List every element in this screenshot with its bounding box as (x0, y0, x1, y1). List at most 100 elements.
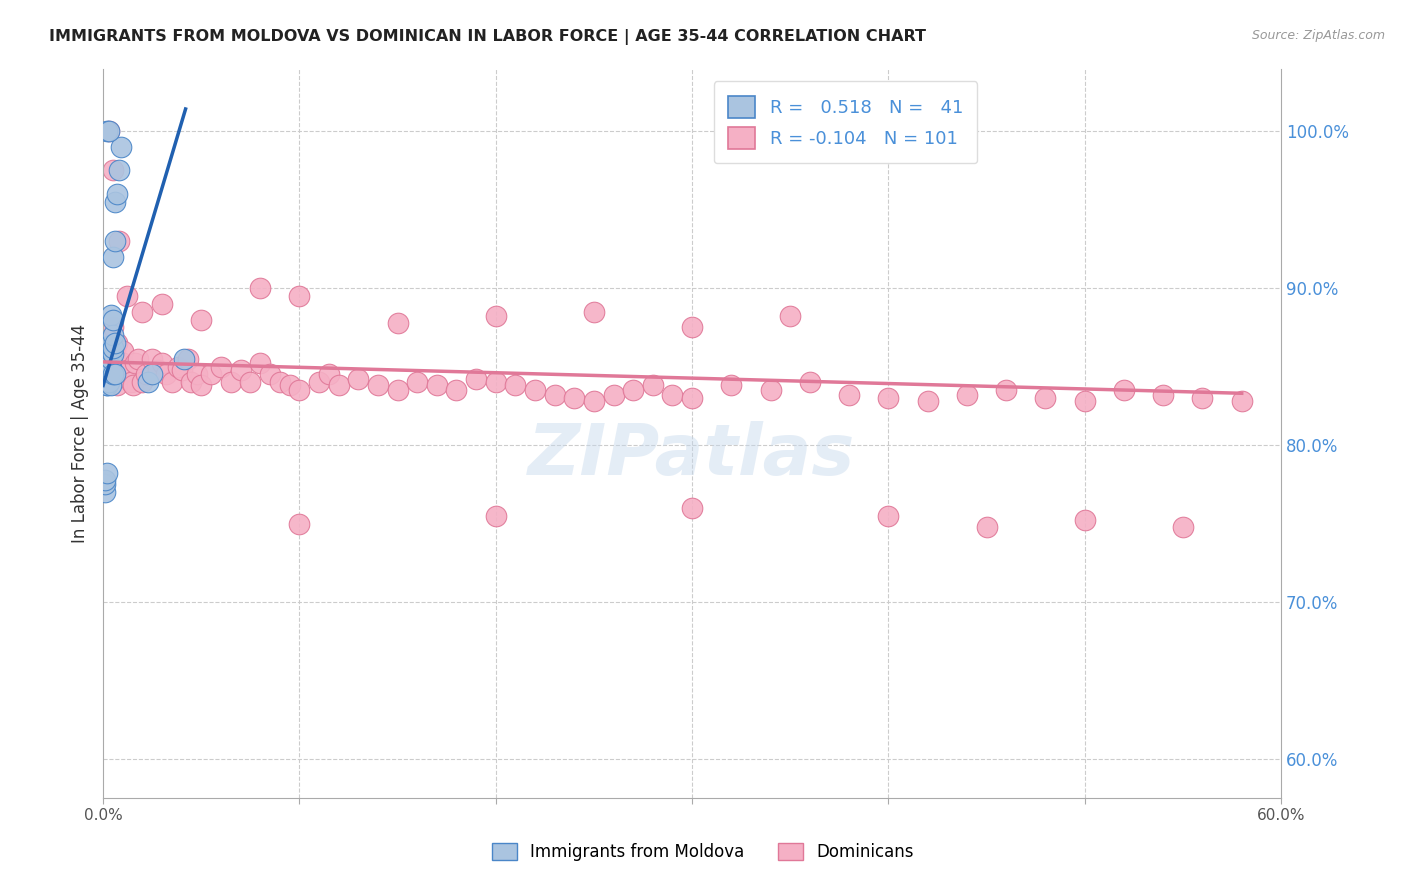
Point (1073, 394, 1095, 409)
Point (124, 356, 146, 370)
Point (1152, 388, 1174, 402)
Point (100, 359, 122, 374)
Point (105, 336, 128, 351)
Point (104, 234, 127, 248)
Point (115, 363, 138, 377)
Point (98, 363, 121, 377)
Point (917, 394, 939, 409)
Point (543, 388, 565, 402)
Point (779, 310, 801, 324)
Point (108, 363, 131, 377)
Point (94, 477, 117, 491)
Point (141, 368, 163, 382)
Point (96, 376, 118, 390)
Point (98, 339, 121, 353)
Point (956, 388, 979, 402)
Point (239, 376, 262, 390)
Point (98, 376, 121, 390)
Point (318, 368, 340, 382)
Point (98, 359, 121, 374)
Point (200, 368, 222, 382)
Point (98, 341, 121, 355)
Point (269, 376, 291, 390)
Y-axis label: In Labor Force | Age 35-44: In Labor Force | Age 35-44 (72, 324, 89, 543)
Legend: R =   0.518   N =   41, R = -0.104   N = 101: R = 0.518 N = 41, R = -0.104 N = 101 (714, 81, 977, 163)
Point (465, 372, 488, 386)
Point (98, 124, 121, 138)
Point (104, 351, 127, 366)
Point (131, 304, 153, 318)
Point (485, 376, 508, 390)
Point (115, 289, 138, 303)
Point (186, 368, 208, 382)
Point (166, 359, 188, 374)
Point (681, 391, 703, 405)
Point (661, 388, 683, 402)
Point (104, 336, 127, 351)
Text: ZIPatlas: ZIPatlas (529, 421, 856, 490)
Point (602, 388, 624, 402)
Point (100, 328, 122, 343)
Point (1073, 513, 1095, 527)
Point (100, 343, 122, 358)
Point (759, 383, 782, 397)
Point (96, 467, 118, 481)
Point (485, 508, 508, 523)
Point (799, 376, 821, 390)
Point (104, 368, 127, 382)
Point (101, 368, 124, 382)
Point (96, 378, 118, 392)
Point (98, 347, 121, 361)
Point (995, 383, 1018, 397)
Point (308, 376, 330, 390)
Point (838, 388, 860, 402)
Point (1035, 391, 1057, 405)
Point (98, 351, 121, 366)
Point (877, 508, 900, 523)
Point (209, 359, 232, 374)
Point (720, 378, 742, 392)
Point (426, 378, 449, 392)
Point (347, 372, 370, 386)
Point (96, 363, 118, 377)
Point (681, 500, 703, 515)
Point (582, 394, 605, 409)
Point (101, 163, 124, 178)
Point (524, 383, 547, 397)
Point (288, 289, 311, 303)
Point (173, 351, 195, 366)
Point (146, 363, 169, 377)
Point (100, 351, 122, 366)
Point (190, 312, 212, 326)
Point (259, 368, 281, 382)
Point (110, 140, 132, 154)
Point (562, 391, 585, 405)
Point (505, 378, 527, 392)
Point (96, 376, 118, 390)
Point (1230, 394, 1253, 409)
Point (100, 351, 122, 366)
Legend: Immigrants from Moldova, Dominicans: Immigrants from Moldova, Dominicans (485, 836, 921, 868)
Point (110, 368, 132, 382)
Point (120, 376, 142, 390)
Text: IMMIGRANTS FROM MOLDOVA VS DOMINICAN IN LABOR FORCE | AGE 35-44 CORRELATION CHAR: IMMIGRANTS FROM MOLDOVA VS DOMINICAN IN … (49, 29, 927, 45)
Point (98, 376, 121, 390)
Point (288, 516, 311, 531)
Point (98, 343, 121, 358)
Point (170, 363, 193, 377)
Point (111, 356, 134, 370)
Point (141, 351, 163, 366)
Point (94, 368, 117, 382)
Point (104, 343, 127, 358)
Point (621, 383, 644, 397)
Point (641, 378, 664, 392)
Point (485, 310, 508, 324)
Point (101, 347, 124, 361)
Text: Source: ZipAtlas.com: Source: ZipAtlas.com (1251, 29, 1385, 42)
Point (121, 378, 143, 392)
Point (249, 356, 271, 370)
Point (136, 376, 159, 390)
Point (101, 312, 124, 326)
Point (976, 519, 998, 533)
Point (278, 378, 301, 392)
